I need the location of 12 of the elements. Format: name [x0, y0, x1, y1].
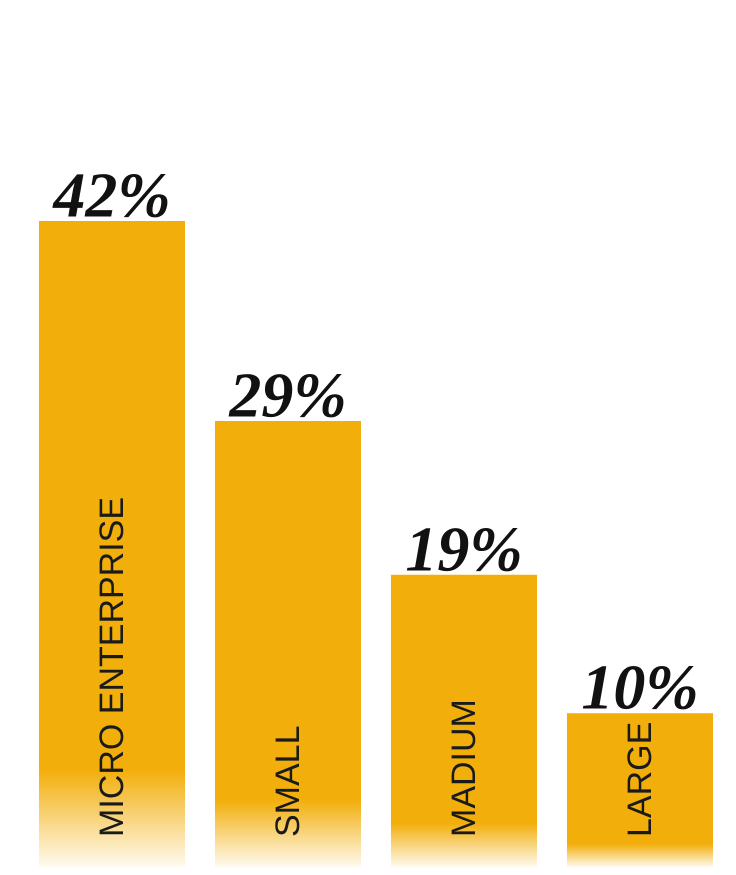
- x-tick-label: LARGE: [621, 722, 659, 837]
- x-tick-label: SMALL: [269, 726, 307, 837]
- bar: [214, 420, 362, 867]
- data-label: 29%: [228, 359, 347, 430]
- x-tick-label: MICRO ENTERPRISE: [93, 496, 131, 837]
- data-label: 10%: [581, 652, 699, 723]
- bar: [566, 713, 714, 867]
- bar: [390, 574, 538, 867]
- bar: [38, 221, 186, 867]
- data-label: 19%: [405, 513, 523, 584]
- x-tick-label: MADIUM: [445, 699, 483, 837]
- data-label: 42%: [52, 160, 171, 231]
